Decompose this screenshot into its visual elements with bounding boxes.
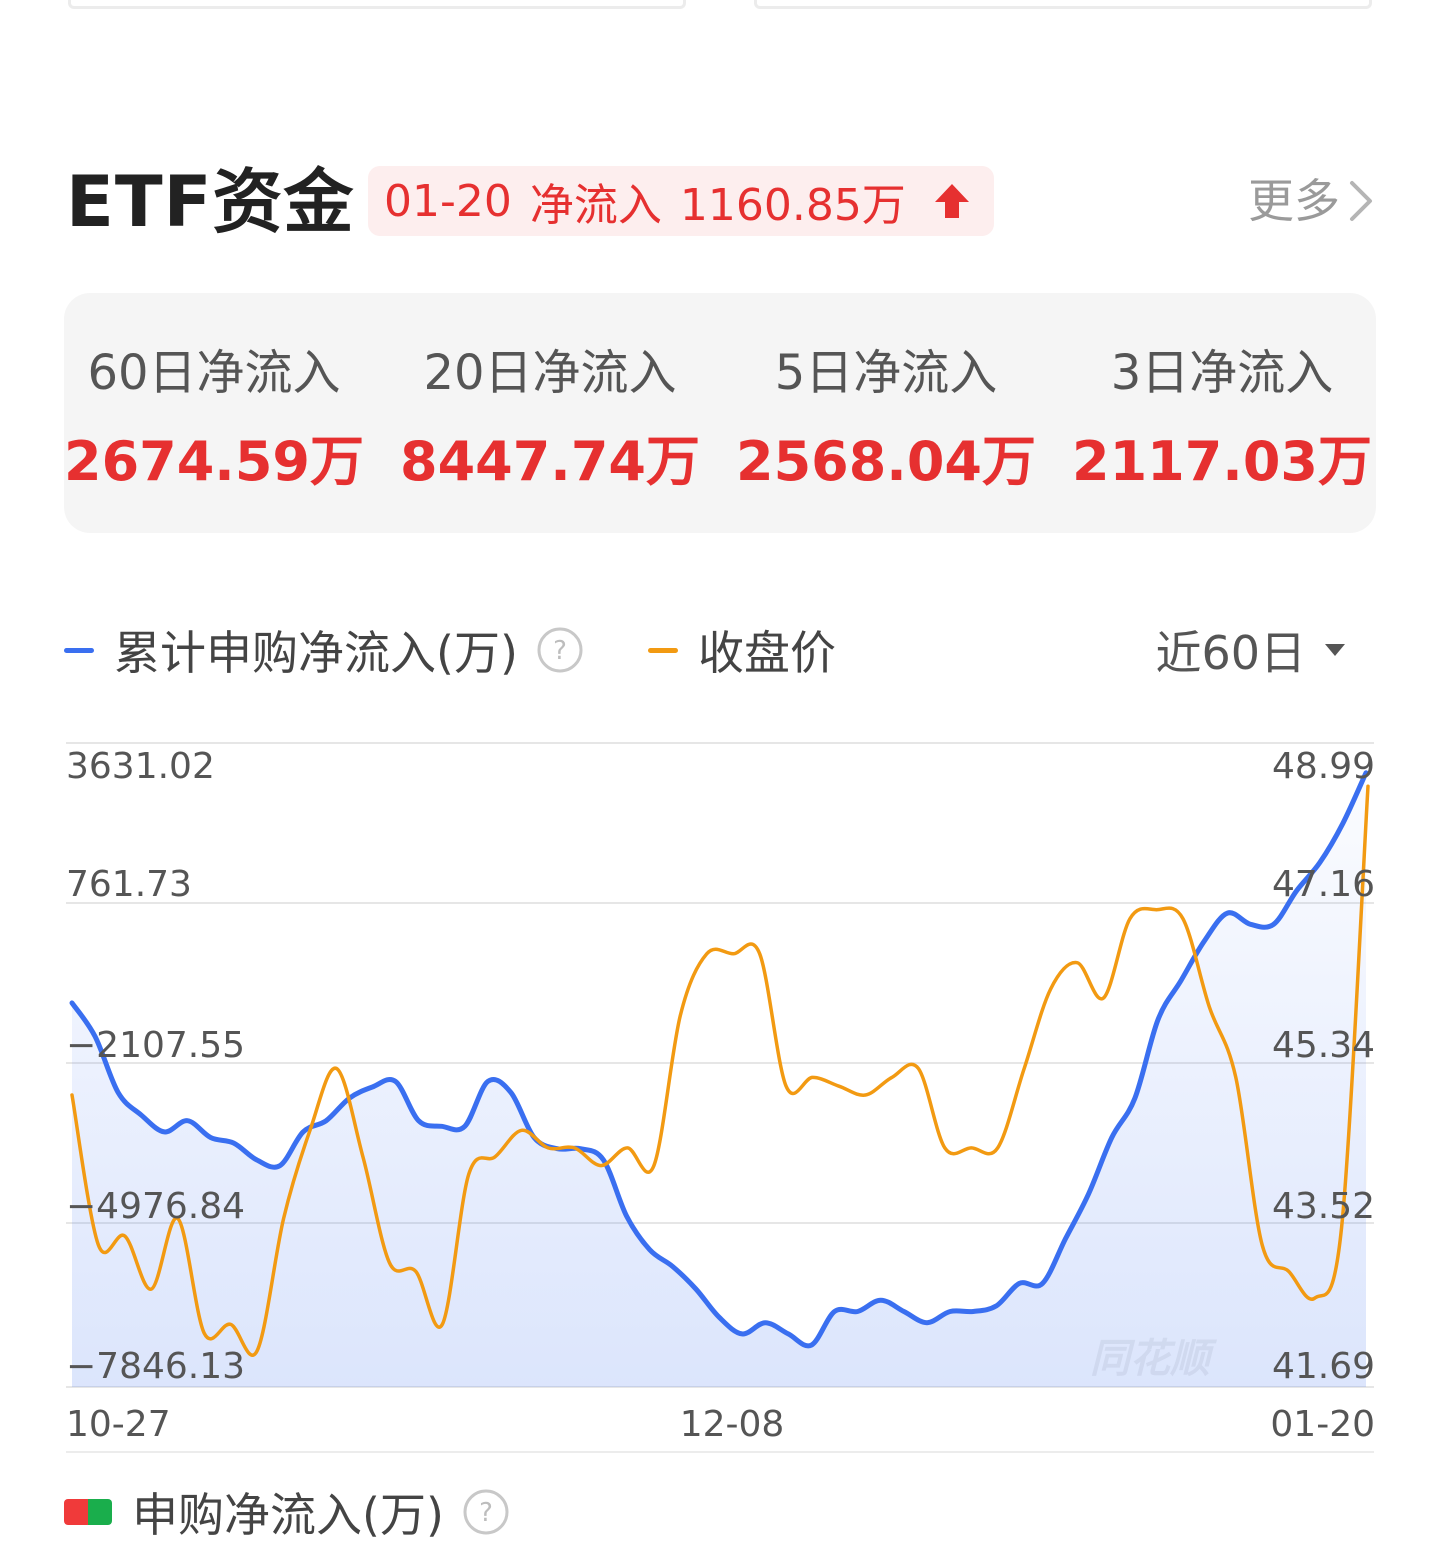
watermark-text: 同花顺 [1090, 1336, 1217, 1382]
cumulative-inflow-area [72, 772, 1366, 1387]
y-right-tick-label: 43.52 [1272, 1186, 1375, 1227]
y-right-tick-label: 45.34 [1272, 1025, 1375, 1066]
cumulative-line-swatch [64, 647, 94, 653]
stat-label: 60日净流入 [87, 345, 341, 401]
more-link[interactable]: 更多 [1248, 168, 1374, 234]
close-line-swatch [648, 647, 678, 653]
period-value: 近60日 [1155, 626, 1306, 680]
bar-down-swatch [88, 1499, 112, 1525]
chevron-right-icon [1350, 181, 1372, 221]
legend-close-price: 收盘价 [648, 618, 836, 682]
y-left-tick-label: 761.73 [66, 864, 192, 905]
stat-value: 2117.03万 [1072, 430, 1372, 493]
badge-label: 净流入 [529, 180, 662, 231]
stat-value: 2568.04万 [736, 430, 1036, 493]
arrow-up-icon [934, 184, 969, 218]
y-left-tick-label: −7846.13 [66, 1346, 245, 1387]
help-icon[interactable]: ? [462, 1488, 510, 1536]
bottom-legend-label: 申购净流入(万) [132, 1488, 444, 1542]
bar-swatch [64, 1499, 112, 1525]
help-icon[interactable]: ? [536, 626, 584, 674]
x-tick-label: 01-20 [1270, 1404, 1375, 1445]
stat-value: 8447.74万 [400, 430, 700, 493]
caret-down-icon [1325, 644, 1345, 656]
legend-cumulative-inflow: 累计申购净流入(万) ? [64, 618, 584, 682]
x-tick-label: 12-08 [680, 1404, 785, 1445]
svg-text:?: ? [553, 636, 567, 666]
stat-label: 3日净流入 [1110, 345, 1334, 401]
daily-net-inflow-badge: 01-20 净流入 1160.85万 [368, 166, 994, 236]
y-right-tick-label: 47.16 [1272, 864, 1375, 905]
etf-fund-header: ETF资金 01-20 净流入 1160.85万 更多 [66, 160, 1374, 244]
y-right-tick-label: 41.69 [1272, 1346, 1375, 1387]
legend-close-label: 收盘价 [698, 626, 836, 680]
svg-text:?: ? [479, 1498, 493, 1528]
section-title: ETF资金 [66, 161, 355, 243]
y-left-tick-label: 3631.02 [66, 746, 215, 787]
previous-card-right [754, 0, 1372, 9]
stat-label: 5日净流入 [774, 345, 998, 401]
bar-up-swatch [64, 1499, 88, 1525]
y-left-tick-label: −2107.55 [66, 1025, 245, 1066]
period-select[interactable]: 近60日 [1155, 618, 1346, 682]
legend-cumulative-label: 累计申购净流入(万) [114, 626, 518, 680]
bottom-legend: 申购净流入(万) ? [64, 1480, 510, 1544]
stat-label: 20日净流入 [423, 345, 677, 401]
x-tick-label: 10-27 [66, 1404, 171, 1445]
net-inflow-stats-panel: 60日净流入 2674.59万 20日净流入 8447.74万 5日净流入 25… [64, 293, 1376, 533]
y-left-tick-label: −4976.84 [66, 1186, 245, 1227]
y-right-tick-label: 48.99 [1272, 746, 1375, 787]
badge-value: 1160.85万 [679, 180, 906, 231]
close-price-line [70, 784, 1370, 1357]
badge-date: 01-20 [384, 175, 512, 227]
cumulative-inflow-line [69, 770, 1369, 1349]
chart-legend-row: 累计申购净流入(万) ? 收盘价 近60日 [64, 618, 1376, 682]
stat-value: 2674.59万 [64, 430, 364, 493]
previous-card-left [68, 0, 686, 9]
more-label: 更多 [1248, 174, 1340, 228]
